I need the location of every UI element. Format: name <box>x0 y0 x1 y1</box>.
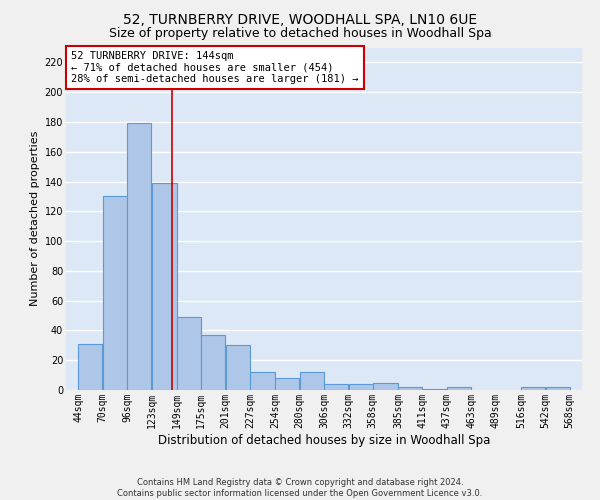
Bar <box>103 196 127 390</box>
Bar <box>226 346 250 390</box>
Bar <box>545 387 569 390</box>
Bar <box>250 372 275 390</box>
Text: 52 TURNBERRY DRIVE: 144sqm
← 71% of detached houses are smaller (454)
28% of sem: 52 TURNBERRY DRIVE: 144sqm ← 71% of deta… <box>71 51 359 84</box>
Bar <box>324 384 348 390</box>
Bar <box>177 317 201 390</box>
Bar <box>422 388 447 390</box>
Bar <box>447 387 471 390</box>
Bar <box>398 387 422 390</box>
Text: Size of property relative to detached houses in Woodhall Spa: Size of property relative to detached ho… <box>109 28 491 40</box>
Bar <box>521 387 545 390</box>
Bar <box>201 335 226 390</box>
Bar <box>275 378 299 390</box>
Bar <box>349 384 373 390</box>
Text: Contains HM Land Registry data © Crown copyright and database right 2024.
Contai: Contains HM Land Registry data © Crown c… <box>118 478 482 498</box>
X-axis label: Distribution of detached houses by size in Woodhall Spa: Distribution of detached houses by size … <box>158 434 490 446</box>
Bar <box>152 183 176 390</box>
Bar <box>79 344 103 390</box>
Bar <box>300 372 324 390</box>
Bar <box>373 382 398 390</box>
Y-axis label: Number of detached properties: Number of detached properties <box>31 131 40 306</box>
Text: 52, TURNBERRY DRIVE, WOODHALL SPA, LN10 6UE: 52, TURNBERRY DRIVE, WOODHALL SPA, LN10 … <box>123 12 477 26</box>
Bar <box>127 124 151 390</box>
